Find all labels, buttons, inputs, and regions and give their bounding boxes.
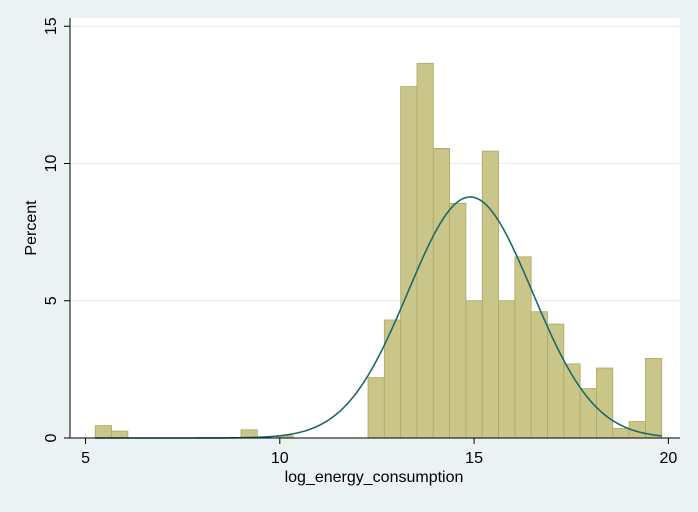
y-tick-label-5: 5 — [43, 296, 60, 305]
x-tick-label-10: 10 — [271, 450, 289, 467]
histogram-bar-5 — [383, 319, 402, 439]
histogram-bar-11 — [481, 150, 499, 439]
x-axis-title: log_energy_consumption — [285, 469, 464, 486]
histogram-bar-19 — [612, 427, 630, 439]
histogram-bar-0 — [94, 425, 112, 439]
histogram-bar-6 — [400, 86, 418, 439]
histogram-bar-10 — [465, 300, 483, 439]
y-tick-label-15: 15 — [43, 17, 60, 35]
x-tick-label-20: 20 — [659, 450, 677, 467]
histogram-bar-1 — [111, 430, 129, 439]
y-axis-title: Percent — [23, 200, 40, 256]
x-tick-label-15: 15 — [465, 450, 483, 467]
histogram-bar-12 — [498, 300, 516, 439]
histogram-bar-7 — [416, 62, 434, 439]
histogram-bar-18 — [596, 367, 614, 439]
histogram-bar-15 — [547, 323, 565, 439]
x-tick-label-5: 5 — [81, 450, 90, 467]
plot-area — [70, 18, 680, 438]
histogram-bar-8 — [432, 147, 450, 439]
histogram-bar-17 — [579, 388, 597, 439]
histogram-bar-14 — [530, 311, 548, 439]
histogram-bar-9 — [449, 202, 467, 439]
y-tick-label-10: 10 — [43, 154, 60, 172]
histogram-bar-4 — [367, 377, 385, 439]
histogram-bar-21 — [645, 357, 663, 439]
axes: 5 10 15 20 0 5 10 15 — [43, 17, 680, 467]
y-tick-label-0: 0 — [43, 433, 60, 442]
